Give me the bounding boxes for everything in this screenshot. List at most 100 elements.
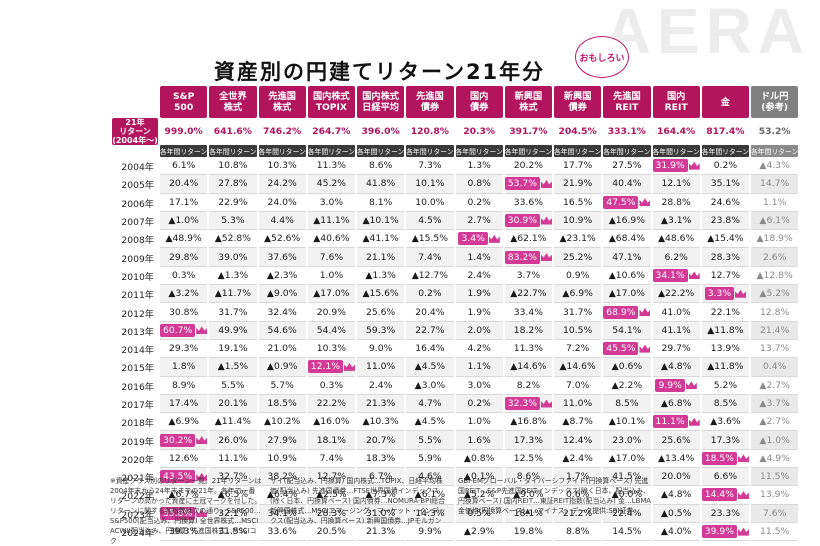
- year-label: 2004年: [121, 162, 154, 174]
- return-value: ▲4.9%: [759, 452, 790, 464]
- header-corner: [112, 86, 158, 118]
- table-row: 2022年 ▲6.7% ▲6.5% ▲6.4% ▲2.5% ▲7.3% ▲6.1% ▲5.2%…: [112, 486, 799, 505]
- total-return-cell: 120.8%: [410, 126, 450, 137]
- return-value: 21.0%: [267, 343, 297, 355]
- return-cell: 3.0%: [307, 194, 355, 212]
- return-value: ▲4.8%: [660, 489, 692, 501]
- return-cell: ▲15.5%: [406, 230, 454, 249]
- return-cell: ▲17.0%: [307, 285, 355, 304]
- column-header: 新興国 株式: [504, 86, 552, 118]
- return-value: ▲5.2%: [759, 288, 790, 300]
- return-cell: ▲18.9%: [751, 230, 799, 249]
- year-label: 2014年: [121, 345, 154, 357]
- return-cell: ▲11.8%: [701, 358, 749, 377]
- return-cell: 12.5%: [504, 450, 552, 469]
- return-cell: 8.6%: [357, 157, 405, 176]
- return-value: 7.4%: [319, 452, 344, 464]
- return-value: ▲23.1%: [559, 233, 596, 245]
- return-value: 12.7%: [710, 269, 740, 281]
- return-cell: 23.8%: [701, 211, 749, 231]
- return-cell: 4.5%: [406, 211, 454, 231]
- return-cell: ▲2.2%: [603, 377, 651, 395]
- crown-icon: [688, 161, 700, 170]
- column-header-line2: 株式: [272, 102, 292, 113]
- return-value: ▲10.1%: [608, 416, 645, 428]
- return-cell: 18.2%: [504, 321, 552, 340]
- return-value: 34.1%: [652, 268, 688, 282]
- return-cell: 23.0%: [603, 431, 651, 450]
- annual-return-label: 各年間リターン: [209, 145, 257, 157]
- return-cell: ▲1.3%: [357, 267, 405, 286]
- return-value: 14.3%: [415, 507, 445, 519]
- return-cell: 34.1%: [652, 267, 700, 286]
- return-value: 10.9%: [563, 215, 593, 227]
- annual-return-label: 各年間リターン: [357, 145, 405, 157]
- return-cell: ▲3.2%: [160, 285, 208, 304]
- return-value: 2.0%: [467, 324, 491, 336]
- return-value: 23.0%: [612, 434, 642, 446]
- return-value: ▲3.0%: [414, 379, 446, 391]
- return-cell: 20.5%: [307, 523, 355, 542]
- return-value: 35.8%: [160, 506, 196, 520]
- return-value: 2.4%: [467, 269, 491, 281]
- return-cell: 21.4%: [751, 321, 799, 340]
- return-cell: 12.1%: [307, 358, 355, 377]
- return-value: 27.5%: [612, 160, 642, 172]
- return-cell: 33.6%: [258, 523, 306, 542]
- return-cell: ▲4.9%: [751, 450, 799, 469]
- return-value: 0.8%: [467, 178, 491, 190]
- return-cell: 41.0%: [652, 303, 700, 322]
- return-cell: 14.7%: [751, 175, 799, 194]
- return-cell: 2.4%: [455, 267, 503, 286]
- year-label: 2018年: [121, 418, 154, 430]
- return-cell: ▲2.5%: [307, 486, 355, 505]
- return-value: ▲0.8%: [463, 452, 495, 464]
- return-value: ▲4.5%: [414, 361, 446, 373]
- return-cell: ▲4.5%: [406, 358, 454, 377]
- column-header-line1: 国内株式: [313, 91, 350, 102]
- return-cell: 17.3%: [701, 431, 749, 450]
- return-value: 3.3%: [704, 287, 735, 301]
- crown-icon: [196, 436, 208, 445]
- return-value: 29.7%: [661, 343, 691, 355]
- return-value: 31.9%: [652, 159, 688, 173]
- return-value: 22.7%: [415, 324, 445, 336]
- return-cell: ▲5.2%: [455, 486, 503, 505]
- return-value: 8.6%: [516, 471, 541, 483]
- annual-return-label: 各年間リターン: [406, 145, 454, 157]
- return-value: 12.1%: [307, 360, 343, 374]
- return-cell: ▲8.7%: [554, 413, 602, 432]
- return-value: 20.4%: [415, 306, 445, 318]
- total-return-label-line: (2004年〜): [112, 136, 158, 145]
- return-value: 7.0%: [565, 379, 590, 391]
- return-value: 20.7%: [366, 434, 396, 446]
- return-cell: 30.2%: [160, 431, 208, 450]
- table-row: 2024年 39.3% 31.5% 33.6% 20.5% 21.3% 9.9% ▲2.9% 1…: [112, 523, 799, 542]
- return-value: 12.6%: [169, 452, 199, 464]
- return-cell: ▲4.0%: [652, 523, 700, 542]
- return-cell: 11.5%: [751, 523, 799, 542]
- return-value: 21.1%: [366, 251, 396, 263]
- return-cell: ▲0.1%: [455, 468, 503, 487]
- return-value: 68.9%: [603, 305, 639, 319]
- year-label: 2021年: [121, 473, 154, 485]
- column-header-line2: REIT: [664, 102, 688, 113]
- return-cell: 29.8%: [160, 248, 208, 267]
- return-value: ▲11.1%: [313, 215, 350, 227]
- column-header: 先進国 株式: [258, 86, 306, 118]
- return-value: ▲10.2%: [263, 416, 301, 428]
- return-cell: 43.5%: [160, 468, 208, 487]
- return-cell: 47.1%: [603, 248, 651, 267]
- return-cell: 4.2%: [455, 340, 503, 359]
- return-value: ▲2.3%: [266, 269, 298, 281]
- return-value: 17.1%: [169, 196, 199, 208]
- return-cell: 32.4%: [258, 303, 306, 322]
- return-cell: 5.9%: [406, 450, 454, 469]
- return-cell: 83.2%: [504, 248, 552, 267]
- return-value: 11.5%: [760, 526, 790, 538]
- return-cell: ▲68.4%: [603, 230, 651, 249]
- return-cell: ▲3.6%: [701, 413, 749, 432]
- return-cell: 30.9%: [504, 211, 552, 231]
- page-title: 資産別の円建てリターン21年分: [214, 60, 546, 84]
- return-value: ▲6.4%: [266, 489, 298, 501]
